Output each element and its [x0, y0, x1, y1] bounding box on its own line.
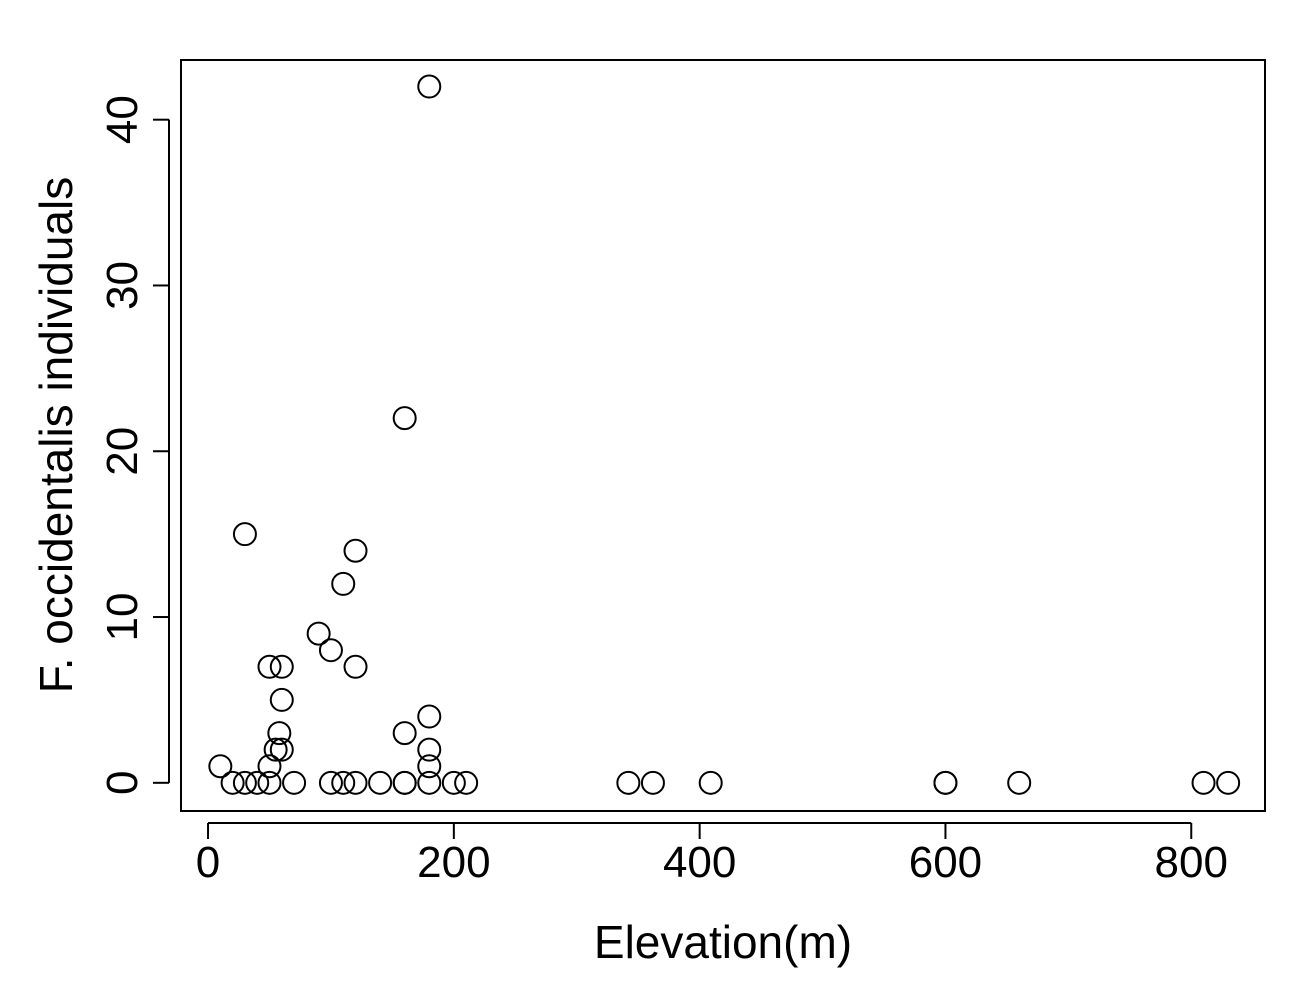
x-tick-label: 0 — [196, 838, 220, 887]
data-point — [269, 687, 294, 712]
plot-frame — [180, 59, 1266, 812]
data-point — [343, 770, 368, 795]
data-point — [208, 754, 233, 779]
data-point — [245, 770, 270, 795]
data-point — [1007, 770, 1032, 795]
data-point — [1216, 770, 1241, 795]
y-axis-title: F. occidentalis individuals — [30, 177, 82, 694]
y-tick-label: 30 — [98, 261, 147, 310]
data-point — [331, 571, 356, 596]
y-tick-label: 20 — [98, 427, 147, 476]
data-point — [257, 770, 282, 795]
data-point — [306, 621, 331, 646]
y-axis: 0 10 20 30 40 — [98, 95, 170, 795]
data-point — [698, 770, 723, 795]
data-point — [318, 770, 343, 795]
data-points — [208, 74, 1241, 795]
data-point — [441, 770, 466, 795]
data-point — [232, 770, 257, 795]
x-tick-label: 200 — [417, 838, 490, 887]
x-axis: 0 200 400 600 800 — [196, 822, 1228, 887]
x-tick-label: 400 — [663, 838, 736, 887]
x-tick-label: 800 — [1155, 838, 1228, 887]
x-tick-label: 600 — [909, 838, 982, 887]
data-point — [343, 654, 368, 679]
data-point — [933, 770, 958, 795]
data-point — [392, 770, 417, 795]
data-point — [417, 74, 442, 99]
data-point — [263, 737, 288, 762]
data-point — [318, 638, 343, 663]
y-tick-label: 40 — [98, 95, 147, 144]
data-point — [267, 721, 292, 746]
data-point — [417, 704, 442, 729]
data-point — [331, 770, 356, 795]
data-point — [257, 754, 282, 779]
data-point — [220, 770, 245, 795]
data-point — [269, 654, 294, 679]
data-point — [257, 654, 282, 679]
y-tick-label: 10 — [98, 593, 147, 642]
data-point — [282, 770, 307, 795]
data-point — [417, 770, 442, 795]
data-point — [232, 522, 257, 547]
data-point — [343, 538, 368, 563]
data-point — [368, 770, 393, 795]
data-point — [640, 770, 665, 795]
data-point — [392, 406, 417, 431]
data-point — [417, 754, 442, 779]
data-point — [1191, 770, 1216, 795]
data-point — [417, 737, 442, 762]
data-point — [454, 770, 479, 795]
x-axis-title: Elevation(m) — [594, 916, 852, 968]
data-point — [616, 770, 641, 795]
data-point — [269, 737, 294, 762]
y-tick-label: 0 — [98, 771, 147, 795]
data-point — [392, 721, 417, 746]
